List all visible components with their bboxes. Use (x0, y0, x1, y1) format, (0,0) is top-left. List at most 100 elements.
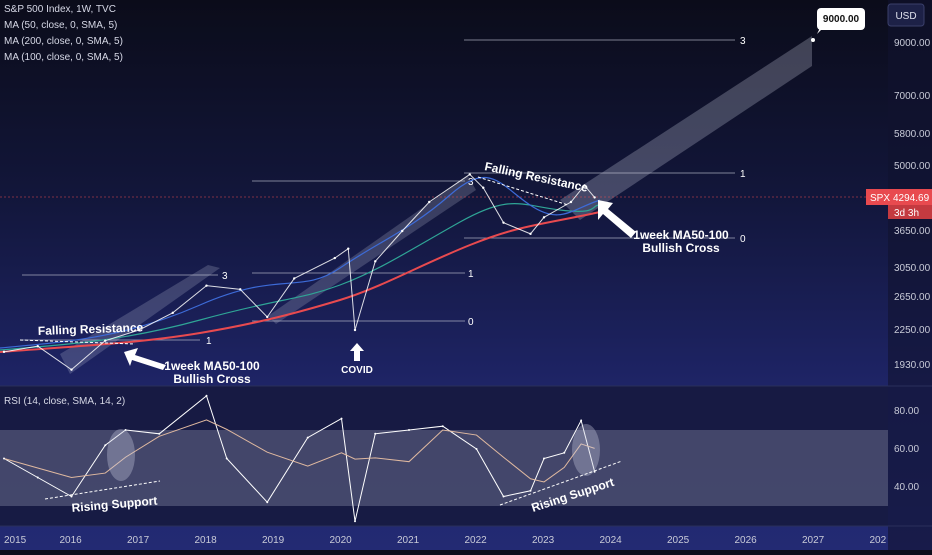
rsi-point (354, 520, 356, 523)
price-point (104, 339, 107, 342)
rsi-title[interactable]: RSI (14, close, SMA, 14, 2) (4, 396, 126, 407)
price-tick: 5000.00 (894, 161, 931, 172)
time-tick: 2018 (195, 535, 218, 546)
price-point (593, 196, 596, 199)
price-point (468, 173, 471, 176)
rsi-band (0, 430, 888, 506)
arrow-up-icon (350, 343, 364, 361)
price-point (482, 186, 485, 189)
svg-text:USD: USD (895, 11, 916, 22)
time-tick: 2017 (127, 535, 150, 546)
price-tick: 3650.00 (894, 226, 931, 237)
rsi-point (580, 419, 583, 422)
fib-level-label: 3 (740, 36, 746, 47)
fib-level-label: 1 (740, 169, 746, 180)
price-axis-panel[interactable] (888, 0, 932, 550)
price-tick: 7000.00 (894, 91, 931, 102)
rsi-highlight-right (572, 424, 600, 476)
price-point (36, 344, 39, 348)
rsi-point (340, 417, 343, 420)
rsi-point (36, 476, 39, 479)
rsi-point (529, 489, 532, 492)
time-tick: 2019 (262, 535, 285, 546)
fib-level-label: 1 (206, 336, 212, 347)
indicator-ma200[interactable]: MA (200, close, 0, SMA, 5) (4, 36, 123, 47)
rsi-point (70, 495, 73, 498)
time-tick: 2022 (465, 535, 488, 546)
ma200-line (0, 211, 601, 353)
channel-1 (60, 265, 220, 374)
target-price-label: 9000.00 (823, 14, 860, 25)
price-point (353, 328, 357, 332)
price-point (569, 200, 573, 204)
price-series-line (3, 173, 596, 371)
price-tick: 3050.00 (894, 263, 931, 274)
rising-support-left-line (44, 480, 161, 500)
price-point (70, 368, 73, 371)
price-point (171, 311, 174, 315)
fib-level-label: 1 (468, 269, 474, 280)
rsi-tick: 40.00 (894, 482, 919, 493)
price-point (333, 256, 336, 260)
price-point (374, 260, 377, 263)
fib-level-label: 3 (222, 271, 228, 282)
price-symbol: SPX (870, 193, 890, 204)
price-tick: 1930.00 (894, 360, 931, 371)
price-point (2, 350, 6, 354)
rsi-tick: 80.00 (894, 406, 919, 417)
price-tick: 2250.00 (894, 325, 931, 336)
price-point (428, 200, 431, 204)
price-point (401, 229, 404, 233)
indicator-ma50[interactable]: MA (50, close, 0, SMA, 5) (4, 20, 118, 31)
rsi-point (441, 425, 444, 428)
ma100-line (0, 203, 601, 351)
rsi-point (502, 495, 505, 498)
price-point (205, 284, 208, 287)
rsi-panel (0, 386, 888, 526)
bullish-cross-left-label-1: 1week MA50-100 (164, 359, 260, 373)
rsi-point (104, 444, 107, 447)
time-tick: 2027 (802, 535, 825, 546)
rising-support-right-line (499, 460, 623, 506)
rsi-point (408, 429, 410, 431)
time-tick: 2023 (532, 535, 555, 546)
channel-3 (560, 36, 812, 220)
rsi-point (3, 457, 5, 460)
rsi-point (475, 448, 478, 450)
time-tick: 2016 (60, 535, 83, 546)
rsi-ma-line (3, 419, 595, 483)
rsi-point (593, 470, 596, 473)
bullish-cross-right-label-2: Bullish Cross (642, 241, 720, 255)
chart-title: S&P 500 Index, 1W, TVC (4, 4, 116, 15)
indicator-ma100[interactable]: MA (100, close, 0, SMA, 5) (4, 52, 123, 63)
price-point (137, 328, 141, 332)
rsi-point (266, 501, 269, 504)
rsi-point (205, 394, 208, 397)
time-tick: 2024 (600, 535, 623, 546)
price-point (583, 184, 586, 187)
rsi-series-line (3, 394, 596, 522)
falling-resistance-left-label: Falling Resistance (38, 320, 144, 338)
rsi-point (374, 432, 377, 435)
fib-level-label: 3 (468, 177, 474, 188)
arrow-right-icon (598, 200, 636, 238)
price-point (239, 288, 242, 291)
covid-label: COVID (341, 365, 373, 376)
channel-2 (268, 176, 476, 324)
arrow-left-icon (124, 348, 166, 370)
rsi-point (124, 429, 127, 431)
time-tick: 2015 (4, 535, 27, 546)
price-tick: 9000.00 (894, 38, 931, 49)
currency-button[interactable]: USD (887, 3, 925, 27)
price-value: 4294.69 (893, 193, 930, 204)
falling-resistance-right-label: Falling Resistance (483, 159, 589, 195)
price-point (266, 315, 269, 319)
rsi-tick: 60.00 (894, 444, 919, 455)
time-tick: 2026 (735, 535, 758, 546)
price-point (502, 221, 505, 224)
rsi-point (543, 457, 545, 460)
price-point (542, 216, 546, 219)
time-tick: 202 (870, 535, 887, 546)
price-point (347, 247, 350, 250)
